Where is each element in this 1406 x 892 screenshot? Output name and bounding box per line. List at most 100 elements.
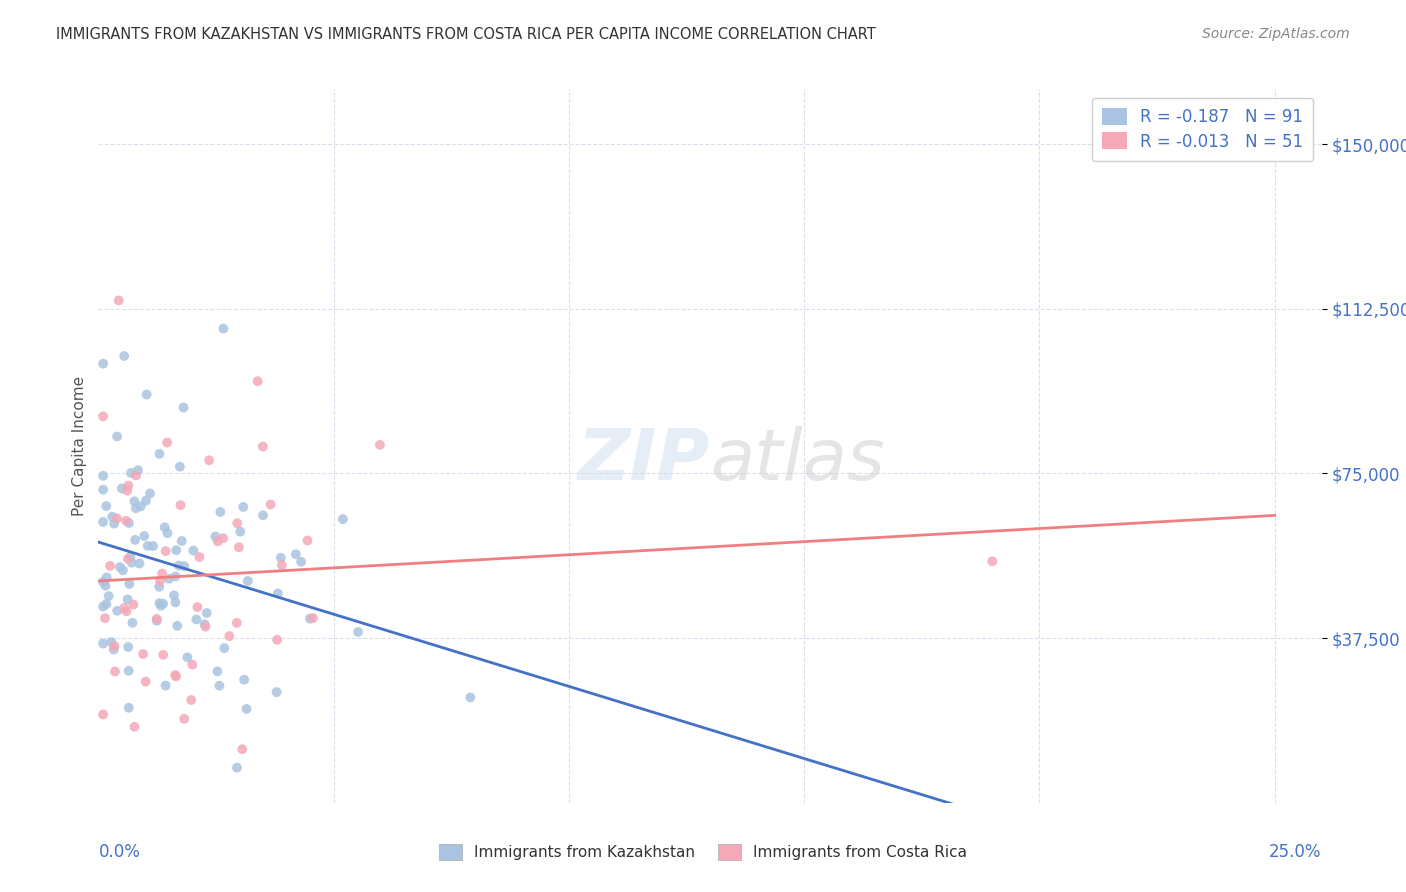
Point bbox=[212, 531, 235, 545]
Point bbox=[105, 604, 128, 618]
Point bbox=[173, 712, 195, 726]
Y-axis label: Per Capita Income: Per Capita Income bbox=[72, 376, 87, 516]
Point bbox=[332, 512, 354, 526]
Point bbox=[188, 550, 211, 565]
Point bbox=[226, 761, 249, 775]
Point bbox=[120, 466, 142, 480]
Point bbox=[121, 556, 143, 570]
Point bbox=[142, 539, 165, 553]
Point bbox=[231, 742, 253, 756]
Text: ZIP: ZIP bbox=[578, 425, 710, 495]
Point bbox=[117, 552, 139, 566]
Point bbox=[302, 611, 325, 625]
Point bbox=[132, 647, 155, 661]
Point bbox=[252, 508, 274, 523]
Point bbox=[208, 679, 231, 693]
Point bbox=[198, 453, 221, 467]
Point bbox=[115, 483, 138, 498]
Point bbox=[214, 641, 236, 656]
Point bbox=[181, 657, 204, 672]
Point bbox=[146, 614, 169, 628]
Point bbox=[207, 665, 229, 679]
Point bbox=[194, 620, 217, 634]
Point bbox=[118, 516, 141, 530]
Point bbox=[163, 588, 186, 602]
Point bbox=[297, 533, 319, 548]
Point bbox=[118, 577, 141, 591]
Point bbox=[183, 543, 205, 558]
Point bbox=[91, 468, 114, 483]
Point bbox=[212, 321, 235, 335]
Point bbox=[218, 629, 240, 643]
Point bbox=[91, 707, 114, 722]
Point bbox=[368, 438, 391, 452]
Point bbox=[165, 595, 187, 609]
Point bbox=[225, 615, 247, 630]
Point bbox=[112, 601, 135, 615]
Point bbox=[156, 526, 179, 541]
Point bbox=[186, 600, 208, 615]
Point bbox=[236, 574, 259, 588]
Point bbox=[460, 690, 482, 705]
Point bbox=[166, 619, 188, 633]
Point bbox=[111, 482, 134, 496]
Point bbox=[981, 554, 1004, 568]
Point bbox=[204, 529, 226, 543]
Point bbox=[111, 563, 134, 577]
Point bbox=[266, 632, 288, 647]
Text: IMMIGRANTS FROM KAZAKHSTAN VS IMMIGRANTS FROM COSTA RICA PER CAPITA INCOME CORRE: IMMIGRANTS FROM KAZAKHSTAN VS IMMIGRANTS… bbox=[56, 27, 876, 42]
Point bbox=[229, 524, 252, 539]
Point bbox=[170, 534, 193, 549]
Point bbox=[105, 511, 128, 525]
Point bbox=[235, 702, 257, 716]
Point bbox=[104, 665, 127, 679]
Point bbox=[124, 494, 146, 508]
Point bbox=[149, 574, 172, 588]
Point bbox=[118, 664, 141, 678]
Point bbox=[103, 516, 125, 531]
Point bbox=[91, 483, 114, 497]
Point bbox=[91, 574, 114, 589]
Point bbox=[135, 387, 157, 401]
Point bbox=[267, 586, 290, 600]
Point bbox=[115, 604, 138, 618]
Point bbox=[172, 401, 194, 415]
Point bbox=[135, 493, 157, 508]
Point bbox=[176, 650, 198, 665]
Point bbox=[91, 599, 114, 614]
Point bbox=[153, 520, 176, 534]
Point bbox=[91, 636, 114, 650]
Point bbox=[118, 700, 141, 714]
Point bbox=[186, 612, 208, 626]
Point bbox=[180, 693, 202, 707]
Text: atlas: atlas bbox=[710, 425, 884, 495]
Point bbox=[173, 559, 195, 574]
Point bbox=[195, 606, 218, 620]
Point bbox=[148, 596, 170, 610]
Point bbox=[105, 429, 128, 443]
Point bbox=[149, 599, 172, 613]
Point bbox=[124, 720, 146, 734]
Point bbox=[252, 440, 274, 454]
Point bbox=[129, 500, 152, 514]
Legend: R = -0.187   N = 91, R = -0.013   N = 51: R = -0.187 N = 91, R = -0.013 N = 51 bbox=[1092, 97, 1313, 161]
Point bbox=[246, 374, 269, 388]
Point bbox=[117, 640, 139, 654]
Point bbox=[290, 555, 312, 569]
Point bbox=[148, 447, 170, 461]
Point bbox=[150, 566, 173, 581]
Point bbox=[134, 529, 156, 543]
Point bbox=[124, 533, 146, 547]
Text: 25.0%: 25.0% bbox=[1270, 843, 1322, 861]
Point bbox=[157, 572, 180, 586]
Point bbox=[120, 549, 142, 564]
Point bbox=[169, 498, 191, 512]
Point bbox=[155, 544, 177, 558]
Text: 0.0%: 0.0% bbox=[98, 843, 141, 861]
Point bbox=[108, 560, 131, 574]
Point bbox=[226, 516, 249, 531]
Point bbox=[117, 478, 139, 492]
Point bbox=[209, 505, 232, 519]
Point bbox=[117, 592, 139, 607]
Point bbox=[100, 635, 122, 649]
